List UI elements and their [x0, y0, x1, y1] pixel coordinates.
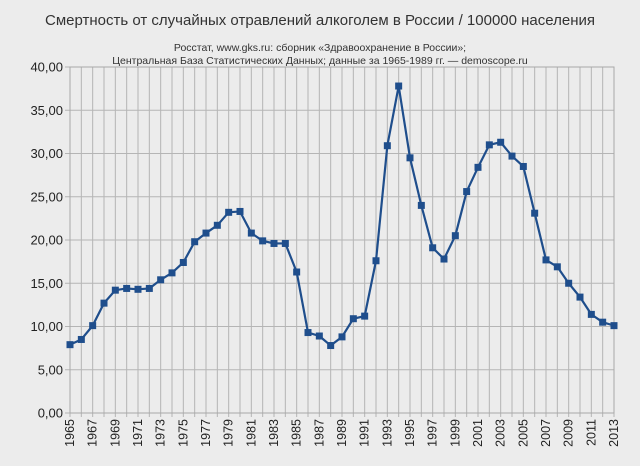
x-tick-label: 1965: [63, 419, 77, 447]
data-point: [485, 141, 493, 149]
y-tick-label: 40,00: [30, 60, 63, 75]
data-point: [247, 229, 255, 237]
plot-area-border: [69, 66, 615, 414]
y-tick-label: 35,00: [30, 103, 63, 118]
data-point: [338, 333, 346, 341]
data-point: [553, 263, 561, 271]
y-tick-label: 10,00: [30, 319, 63, 334]
plot-frame: [69, 66, 615, 414]
x-tick-label: 1991: [358, 419, 372, 447]
x-tick-label: 2007: [539, 419, 553, 447]
data-point: [587, 310, 595, 318]
x-tick-label: 1973: [154, 419, 168, 447]
x-tick-label: 2009: [562, 419, 576, 447]
x-tick-label: 1989: [335, 419, 349, 447]
data-point: [315, 332, 323, 340]
x-tick-label: 1997: [426, 419, 440, 447]
grid-lines: [65, 66, 615, 417]
y-tick-label: 25,00: [30, 189, 63, 204]
data-point: [531, 209, 539, 217]
data-point: [519, 162, 527, 170]
y-tick-label: 5,00: [38, 362, 63, 377]
chart-title: Смертность от случайных отравлений алког…: [45, 12, 595, 29]
data-point: [576, 293, 584, 301]
data-point: [451, 232, 459, 240]
x-tick-label: 2013: [607, 419, 621, 447]
x-axis-ticks: 1965 1967 1969 1971 1973 1975 1977 1979 1981 1983…: [63, 419, 621, 447]
data-point: [191, 238, 199, 246]
y-tick-label: 15,00: [30, 276, 63, 291]
chart-subtitle-database: Центральная База Статистических Данных; …: [112, 55, 528, 67]
data-point: [406, 154, 414, 162]
data-point: [383, 142, 391, 150]
chart-subtitle-source: Росстат, www.gks.ru: сборник «Здравоохра…: [173, 42, 467, 54]
data-point: [259, 237, 267, 245]
x-tick-label: 1987: [312, 419, 326, 447]
x-tick-label: 2005: [516, 419, 530, 447]
data-point: [349, 315, 357, 323]
data-point: [463, 188, 471, 196]
y-tick-label: 30,00: [30, 146, 63, 161]
data-point: [361, 312, 369, 320]
data-point: [565, 279, 573, 287]
x-tick-label: 1975: [176, 419, 190, 447]
data-point: [474, 163, 482, 171]
data-point: [270, 239, 278, 247]
data-point: [89, 322, 97, 330]
data-point: [429, 244, 437, 252]
x-tick-label: 1979: [222, 419, 236, 447]
x-tick-label: 1967: [86, 419, 100, 447]
data-point: [417, 201, 425, 209]
data-point: [542, 256, 550, 264]
x-tick-label: 1985: [290, 419, 304, 447]
data-point: [372, 257, 380, 265]
x-tick-label: 1971: [131, 419, 145, 447]
data-point: [395, 82, 403, 90]
y-tick-label: 0,00: [38, 406, 63, 421]
x-tick-label: 2001: [471, 419, 485, 447]
data-point: [304, 329, 312, 337]
data-point: [610, 322, 618, 330]
x-tick-label: 1983: [267, 419, 281, 447]
data-point: [179, 258, 187, 266]
data-point: [225, 208, 233, 216]
x-tick-label: 1981: [244, 419, 258, 447]
y-axis-ticks: 0,00 5,00 10,00 15,00 20,00 25,00 30,00 35,00 40…: [30, 60, 63, 421]
data-point: [66, 341, 74, 349]
data-point: [202, 229, 210, 237]
data-point: [599, 318, 607, 326]
data-point: [327, 342, 335, 350]
x-tick-label: 1993: [380, 419, 394, 447]
x-tick-label: 2003: [494, 419, 508, 447]
data-point: [281, 239, 289, 247]
data-point: [293, 268, 301, 276]
x-tick-label: 2011: [584, 419, 598, 446]
data-point: [440, 255, 448, 263]
data-point: [508, 152, 516, 160]
data-point: [168, 269, 176, 277]
x-tick-label: 1995: [403, 419, 417, 447]
x-tick-label: 1999: [448, 419, 462, 447]
data-point: [145, 284, 153, 292]
data-point: [213, 221, 221, 229]
x-tick-label: 1977: [199, 419, 213, 447]
y-tick-label: 20,00: [30, 233, 63, 248]
data-point: [157, 276, 165, 284]
data-point: [497, 138, 505, 146]
data-point: [77, 335, 85, 343]
data-point: [123, 284, 131, 292]
data-point: [134, 285, 142, 293]
data-point: [236, 207, 244, 215]
data-series: [66, 82, 618, 350]
x-tick-label: 1969: [108, 419, 122, 447]
data-point: [111, 286, 119, 294]
data-point: [100, 299, 108, 307]
